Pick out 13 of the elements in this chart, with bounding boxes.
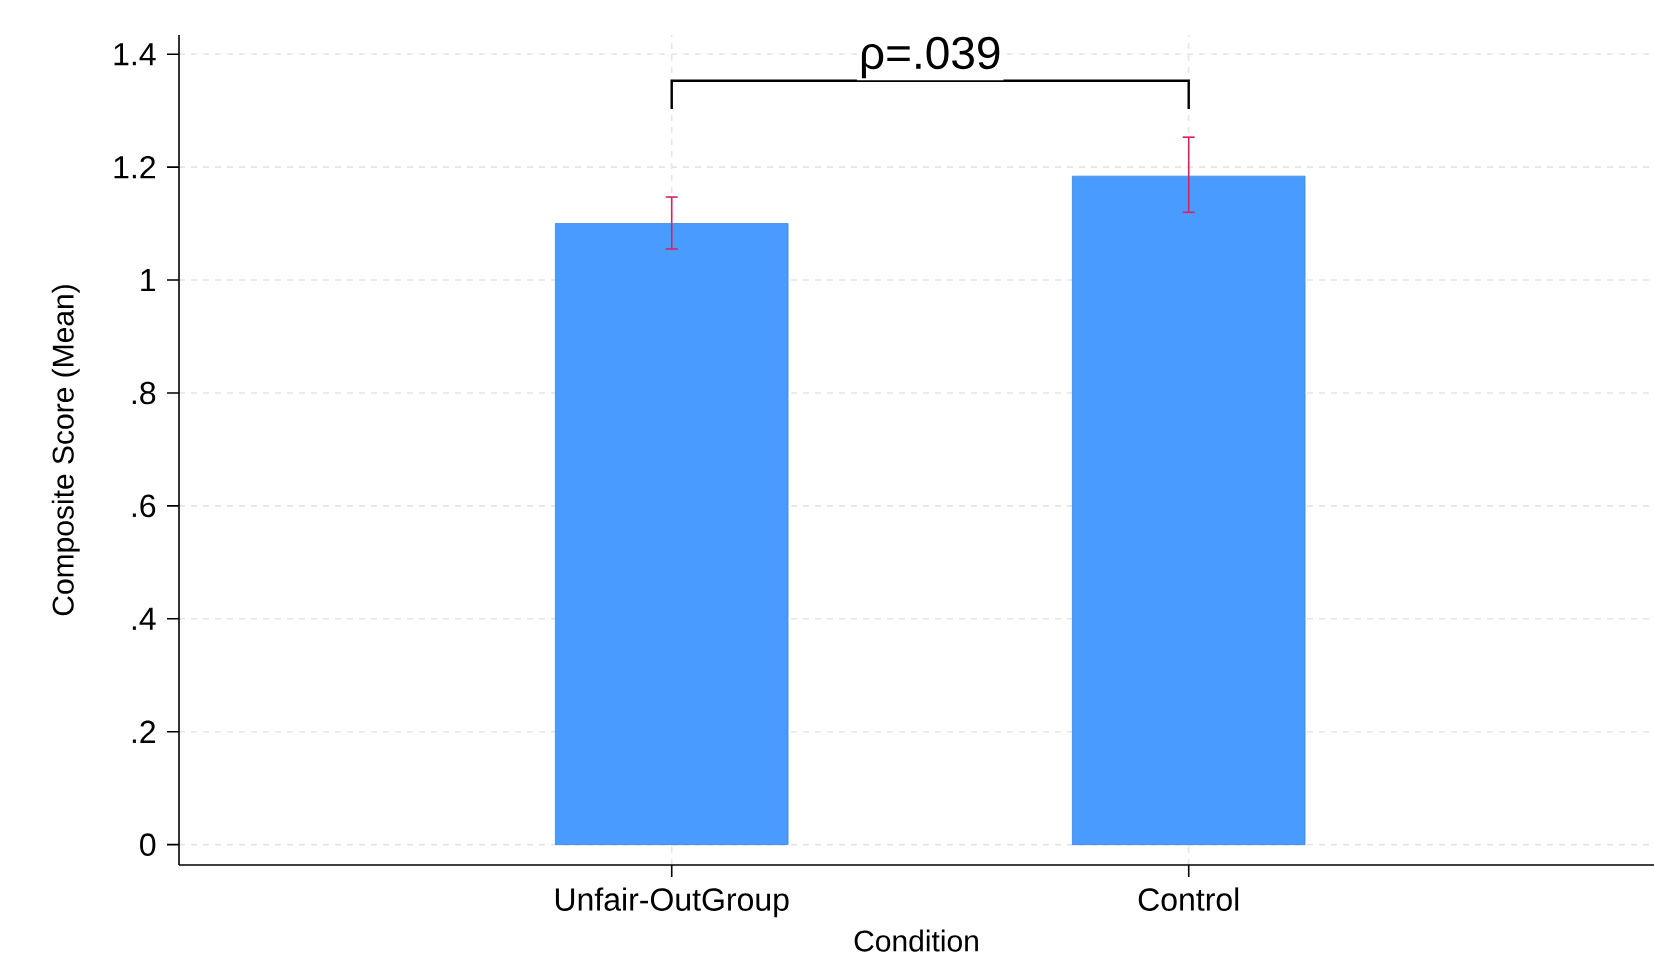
y-axis-title: Composite Score (Mean) (51, 285, 80, 616)
x-tick-label: Unfair-OutGroup (555, 887, 789, 918)
y-tick-label: .4 (132, 607, 156, 630)
x-tick-label: Control (1138, 887, 1239, 911)
y-tick-label: .6 (132, 494, 156, 518)
y-tick-label: 1.2 (114, 155, 155, 179)
x-axis-title: Condition (854, 929, 978, 952)
y-tick-label: .2 (132, 720, 155, 743)
annotation: ρ=.039 (861, 36, 1000, 79)
y-tick-label: .8 (132, 381, 156, 405)
y-tick-label: 1 (141, 269, 156, 292)
y-tick-label: 0 (140, 833, 156, 856)
y-tick-label: 1.4 (114, 43, 156, 66)
